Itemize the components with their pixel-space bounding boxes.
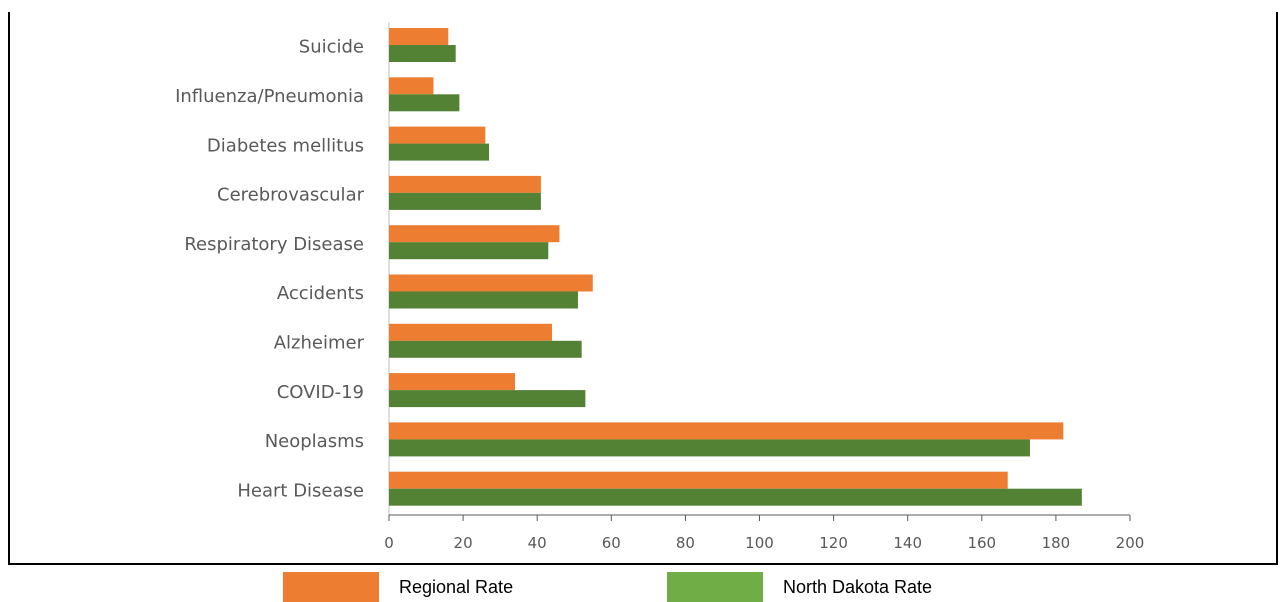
x-tick-label: 40 xyxy=(528,534,547,552)
bar-regional xyxy=(389,422,1063,439)
bar-north-dakota xyxy=(389,489,1082,506)
legend-swatch-regional xyxy=(283,572,379,602)
x-tick-label: 60 xyxy=(602,534,621,552)
bar-north-dakota xyxy=(389,341,582,358)
category-label: Respiratory Disease xyxy=(184,234,364,255)
x-tick-label: 100 xyxy=(745,534,774,552)
bar-regional xyxy=(389,472,1008,489)
bar-regional xyxy=(389,28,448,45)
x-tick-label: 80 xyxy=(676,534,695,552)
category-label: Diabetes mellitus xyxy=(207,135,364,156)
legend-item-north-dakota: North Dakota Rate xyxy=(667,572,932,602)
bar-north-dakota xyxy=(389,242,548,259)
category-label: Cerebrovascular xyxy=(217,185,365,206)
bar-north-dakota xyxy=(389,439,1030,456)
x-tick-label: 140 xyxy=(893,534,922,552)
category-label: Heart Disease xyxy=(237,480,364,501)
legend-item-regional: Regional Rate xyxy=(283,572,513,602)
bar-regional xyxy=(389,176,541,193)
bar-north-dakota xyxy=(389,94,459,111)
x-tick-label: 20 xyxy=(454,534,473,552)
bar-regional xyxy=(389,225,559,242)
category-label: Accidents xyxy=(277,283,364,304)
bar-regional xyxy=(389,77,433,94)
category-label: Alzheimer xyxy=(274,332,365,353)
bar-north-dakota xyxy=(389,45,456,62)
legend-swatch-north-dakota xyxy=(667,572,763,602)
bar-chart: Suicide Influenza/Pneumonia Diabetes melli… xyxy=(0,0,1284,565)
category-label: Suicide xyxy=(299,37,364,58)
x-tick-label: 160 xyxy=(967,534,996,552)
category-label: Neoplasms xyxy=(265,431,364,452)
bar-north-dakota xyxy=(389,292,578,309)
category-label: Influenza/Pneumonia xyxy=(175,86,364,107)
x-tick-label: 180 xyxy=(1042,534,1071,552)
x-tick-label: 200 xyxy=(1116,534,1145,552)
bar-north-dakota xyxy=(389,390,585,407)
x-tick-label: 0 xyxy=(384,534,394,552)
bar-regional xyxy=(389,127,485,144)
bar-north-dakota xyxy=(389,193,541,210)
bar-north-dakota xyxy=(389,144,489,161)
bar-regional xyxy=(389,275,593,292)
bar-regional xyxy=(389,373,515,390)
category-label: COVID-19 xyxy=(277,382,364,403)
x-tick-label: 120 xyxy=(819,534,848,552)
bar-regional xyxy=(389,324,552,341)
legend-label-north-dakota: North Dakota Rate xyxy=(783,577,932,598)
legend-label-regional: Regional Rate xyxy=(399,577,513,598)
